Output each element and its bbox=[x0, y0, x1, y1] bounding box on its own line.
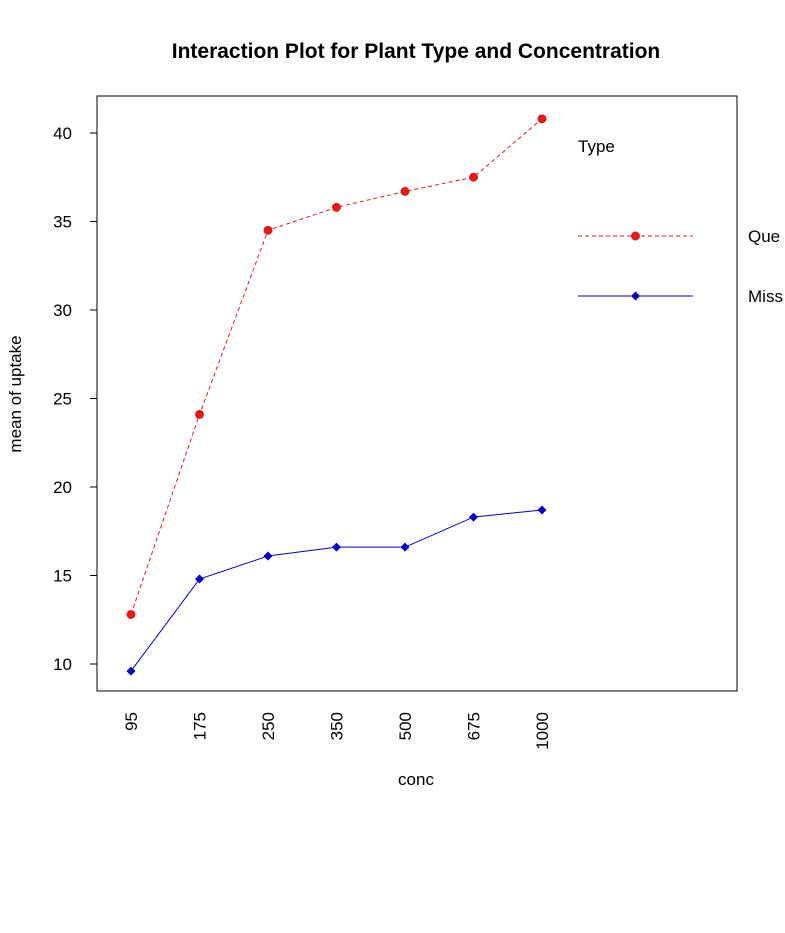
data-point bbox=[126, 609, 136, 619]
x-tick-label: 350 bbox=[328, 712, 347, 740]
y-tick-label: 30 bbox=[53, 301, 72, 320]
x-tick-label: 95 bbox=[122, 712, 141, 731]
data-point bbox=[195, 409, 204, 419]
data-point bbox=[537, 505, 547, 515]
x-tick-label: 500 bbox=[396, 712, 415, 740]
x-axis-label: conc bbox=[398, 770, 434, 789]
data-point bbox=[537, 114, 547, 124]
legend: Type Que Miss bbox=[578, 137, 783, 306]
legend-label: Miss bbox=[748, 287, 783, 306]
legend-marker bbox=[631, 291, 640, 301]
data-point bbox=[195, 574, 204, 584]
data-point bbox=[469, 512, 478, 522]
y-tick-label: 10 bbox=[53, 655, 72, 674]
series-1 bbox=[126, 114, 547, 619]
series-2 bbox=[126, 505, 547, 676]
legend-title: Type bbox=[578, 137, 615, 156]
data-point bbox=[400, 186, 410, 196]
series-line bbox=[130, 118, 543, 615]
y-tick-label: 20 bbox=[53, 478, 72, 497]
y-tick-label: 25 bbox=[53, 390, 72, 409]
legend-label: Que bbox=[748, 227, 780, 246]
data-point bbox=[263, 225, 273, 235]
chart-title: Interaction Plot for Plant Type and Conc… bbox=[172, 40, 660, 63]
data-point bbox=[332, 542, 341, 552]
y-tick-label: 35 bbox=[53, 213, 72, 232]
data-point bbox=[400, 542, 410, 552]
legend-marker bbox=[631, 231, 640, 241]
x-tick-label: 175 bbox=[191, 712, 210, 740]
x-tick-label: 1000 bbox=[533, 712, 552, 750]
y-tick-label: 15 bbox=[53, 567, 72, 586]
data-point bbox=[332, 202, 341, 212]
plot-area-border bbox=[96, 95, 738, 692]
y-tick-label: 40 bbox=[53, 124, 72, 143]
series-layer bbox=[126, 114, 547, 676]
x-axis: 95 175 250 350 500 675 1000 bbox=[122, 712, 552, 750]
series-line bbox=[130, 509, 543, 672]
data-point bbox=[469, 172, 478, 182]
data-point bbox=[263, 551, 273, 561]
y-axis-label: mean of uptake bbox=[6, 335, 25, 452]
x-tick-label: 675 bbox=[465, 712, 484, 740]
data-point bbox=[126, 666, 136, 676]
x-tick-label: 250 bbox=[259, 712, 278, 740]
y-axis: 10 15 20 25 30 35 40 bbox=[53, 124, 97, 674]
